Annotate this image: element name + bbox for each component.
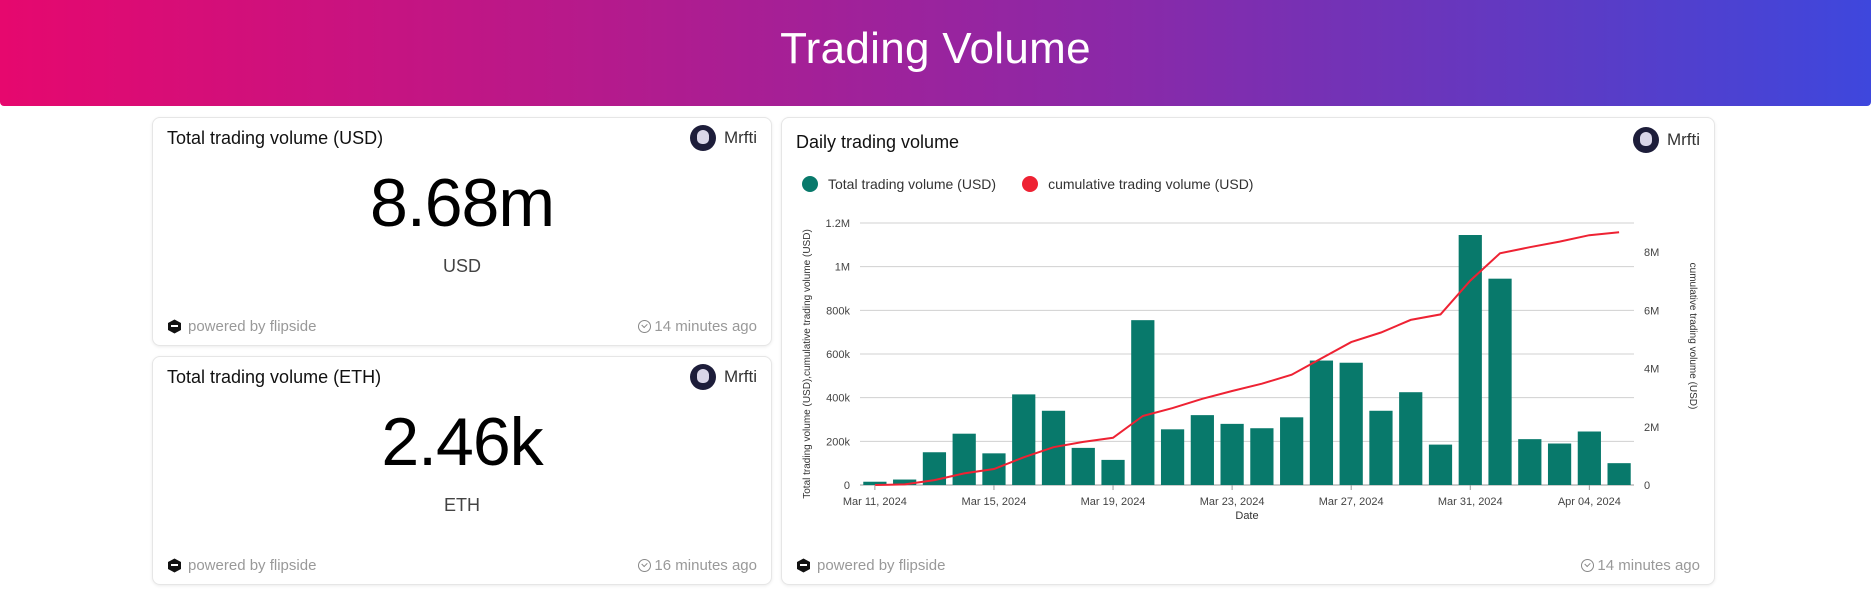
updated-time: 14 minutes ago [638, 318, 757, 335]
powered-by-link[interactable]: powered by flipside [167, 557, 316, 574]
x-tick-label: Mar 23, 2024 [1200, 496, 1265, 508]
header-banner: Trading Volume [0, 0, 1871, 106]
metric-unit: ETH [444, 495, 480, 515]
y2-tick-label: 0 [1644, 480, 1650, 492]
legend-swatch [1022, 176, 1039, 192]
bar [982, 453, 1006, 485]
avatar [689, 125, 716, 151]
author-name: Mrfti [723, 367, 757, 386]
x-axis-title: Date [1235, 510, 1258, 522]
x-tick-label: Mar 19, 2024 [1081, 496, 1146, 508]
powered-by-text: powered by flipside [188, 557, 317, 574]
legend-label: cumulative trading volume (USD) [1048, 176, 1254, 192]
powered-by-link[interactable]: powered by flipside [796, 557, 945, 574]
bar [1518, 439, 1542, 485]
updated-text: 16 minutes ago [654, 557, 757, 574]
bar [1339, 362, 1363, 485]
y2-tick-label: 8M [1644, 247, 1659, 259]
page-title: Trading Volume [780, 24, 1091, 73]
updated-time: 14 minutes ago [1581, 557, 1700, 574]
y-tick-label: 1M [835, 262, 850, 274]
y2-tick-label: 4M [1644, 364, 1659, 376]
bar [1607, 463, 1631, 485]
card-total-eth: Total trading volume (ETH) Mrfti 2.46k E… [152, 356, 772, 585]
y2-axis-title: cumulative trading volume (USD) [1687, 263, 1698, 410]
bar [1577, 431, 1601, 485]
chart-legend: Total trading volume (USD) cumulative tr… [802, 176, 1253, 192]
bar [1399, 392, 1423, 485]
y-tick-label: 200k [826, 436, 850, 448]
x-tick-label: Mar 27, 2024 [1319, 496, 1384, 508]
bar [1309, 360, 1334, 485]
bar [1131, 320, 1155, 485]
x-tick-label: Mar 31, 2024 [1438, 496, 1503, 508]
x-tick-label: Mar 11, 2024 [843, 496, 907, 508]
powered-by-link[interactable]: powered by flipside [167, 318, 316, 335]
bar [922, 452, 947, 485]
bar [1369, 410, 1393, 485]
author-name: Mrfti [723, 128, 757, 147]
bar [1012, 394, 1036, 485]
y2-tick-label: 6M [1644, 305, 1659, 317]
powered-by-text: powered by flipside [817, 557, 946, 574]
y-axis-title: Total trading volume (USD),cumulative tr… [802, 229, 813, 499]
bar [1458, 235, 1482, 485]
bar [1190, 415, 1214, 485]
card-title: Total trading volume (ETH) [167, 367, 382, 387]
bar [1071, 447, 1095, 485]
bar [1280, 417, 1304, 485]
y-tick-label: 0 [844, 480, 850, 492]
x-tick-label: Apr 04, 2024 [1558, 496, 1621, 508]
refresh-clock-icon [638, 320, 652, 333]
flipside-logo-icon [797, 558, 810, 573]
y-tick-label: 600k [826, 349, 850, 361]
avatar [1632, 127, 1659, 153]
bar [893, 479, 917, 485]
x-tick-label: Mar 15, 2024 [962, 496, 1027, 508]
bar [1250, 428, 1274, 485]
bar [952, 433, 976, 485]
author[interactable]: Mrfti [689, 364, 757, 390]
powered-by-text: powered by flipside [188, 318, 317, 335]
flipside-logo-icon [168, 558, 181, 573]
legend-swatch [802, 176, 818, 192]
legend-item-volume[interactable]: Total trading volume (USD) [802, 176, 996, 192]
bar [1101, 459, 1125, 485]
refresh-clock-icon [638, 559, 652, 572]
flipside-logo-icon [168, 319, 181, 334]
author[interactable]: Mrfti [689, 125, 757, 151]
bar [1488, 278, 1512, 485]
y-tick-label: 400k [826, 393, 850, 405]
card-title: Total trading volume (USD) [167, 128, 384, 148]
metric-value: 2.46k [381, 404, 543, 480]
metric-value: 8.68m [370, 165, 555, 241]
avatar [689, 364, 716, 390]
refresh-clock-icon [1581, 559, 1595, 572]
bar [1428, 444, 1453, 485]
author[interactable]: Mrfti [1632, 127, 1700, 153]
bar [863, 481, 887, 485]
card-total-usd: Total trading volume (USD) Mrfti 8.68m U… [152, 117, 772, 346]
legend-item-cumulative[interactable]: cumulative trading volume (USD) [1022, 176, 1253, 192]
bar [1220, 423, 1244, 485]
updated-time: 16 minutes ago [638, 557, 757, 574]
bar [1547, 443, 1572, 485]
y-tick-label: 1.2M [826, 218, 850, 230]
card-title: Daily trading volume [796, 132, 960, 152]
card-daily-volume: Daily trading volume Mrfti Total trading… [781, 117, 1715, 585]
updated-text: 14 minutes ago [654, 318, 757, 335]
bar [1041, 410, 1066, 485]
y2-tick-label: 2M [1644, 422, 1659, 434]
legend-label: Total trading volume (USD) [828, 176, 997, 192]
y-tick-label: 800k [826, 305, 850, 317]
author-name: Mrfti [1666, 130, 1700, 149]
bar [1160, 429, 1185, 485]
metric-unit: USD [442, 256, 481, 276]
updated-text: 14 minutes ago [1597, 557, 1700, 574]
cumulative-line [874, 231, 1620, 486]
